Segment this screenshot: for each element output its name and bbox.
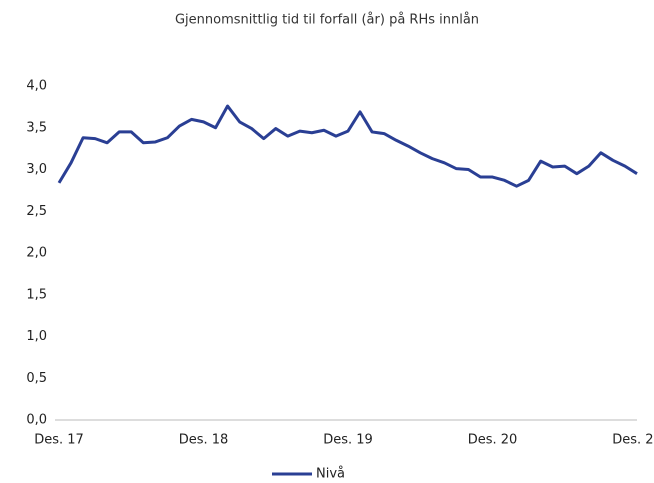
y-tick-label: 3,0 <box>26 162 47 177</box>
x-tick-label: Des. 17 <box>34 433 84 448</box>
y-tick-label: 3,5 <box>26 120 47 135</box>
x-tick-label: Des. 21 <box>612 433 654 448</box>
line <box>57 104 638 188</box>
y-tick-label: 0,5 <box>26 371 47 386</box>
chart-title: Gjennomsnittlig tid til forfall (år) på … <box>175 13 479 28</box>
y-tick-label: 4,0 <box>26 79 47 94</box>
y-tick-label: 2,5 <box>26 204 47 219</box>
y-tick-label: 1,0 <box>26 329 47 344</box>
x-tick-label: Des. 18 <box>179 433 229 448</box>
x-tick-label: Des. 20 <box>468 433 518 448</box>
legend-label: Nivå <box>316 467 345 482</box>
y-tick-label: 0,0 <box>26 413 47 428</box>
y-tick-label: 2,0 <box>26 246 47 261</box>
y-tick-label: 1,5 <box>26 287 47 302</box>
x-tick-label: Des. 19 <box>323 433 373 448</box>
